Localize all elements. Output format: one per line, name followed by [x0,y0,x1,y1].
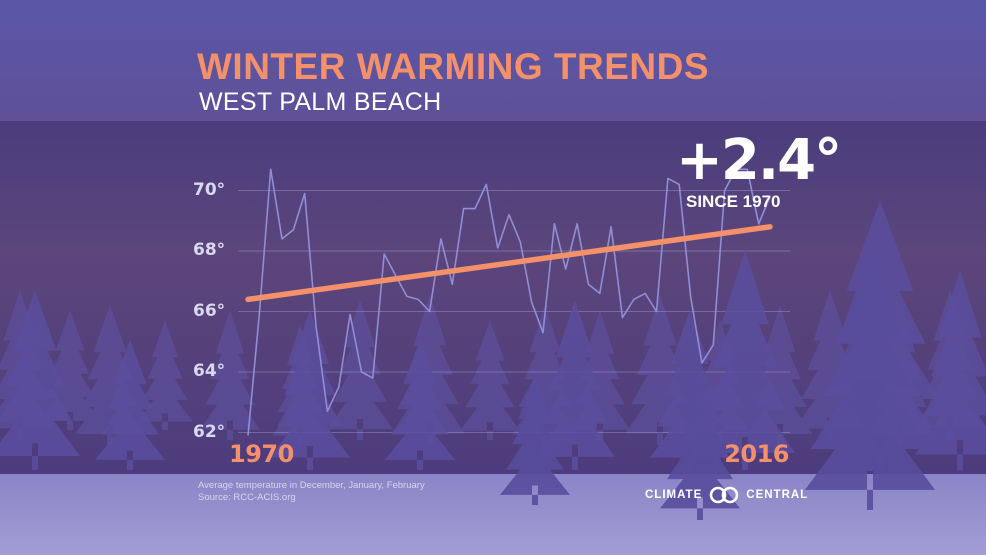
y-tick-label: 68° [193,240,226,260]
tree-silhouette [915,270,986,470]
tree-silhouette [650,310,730,470]
chart-subtitle: WEST PALM BEACH [199,88,442,116]
y-tick-label: 66° [193,300,226,321]
footnote-source: Source: RCC-ACIS.org [198,492,296,503]
tree-silhouette [690,320,750,440]
footnote-description: Average temperature in December, January… [198,480,425,491]
x-tick-label: 2016 [724,440,789,468]
tree-silhouette [327,300,393,440]
tree-silhouette [500,375,570,505]
tree-silhouette [625,295,695,445]
tree-silhouette [660,370,740,520]
trend-line [245,224,773,303]
tree-silhouette [0,290,80,470]
chart-marks [245,168,773,436]
x-tick-label: 1970 [229,440,294,468]
tree-silhouette [460,320,520,440]
infinity-rings-icon [709,486,739,504]
tree-silhouette [795,290,865,440]
tree-silhouette [570,310,630,440]
chart-title: WINTER WARMING TRENDS [197,46,710,87]
tree-silhouette [200,310,260,440]
temperature-series-line [247,168,771,436]
warming-callout-label: SINCE 1970 [686,192,781,211]
tree-silhouette [137,320,193,430]
forest-foreground [500,250,935,520]
y-tick-label: 64° [193,361,226,381]
tree-silhouette [270,310,350,470]
y-tick-label: 70° [193,179,226,200]
tree-silhouette [40,310,100,430]
tree-silhouette [695,250,795,470]
logo-text-left: CLIMATE [645,489,703,501]
logo-text-right: CENTRAL [746,489,809,501]
tree-silhouette [385,340,455,470]
tree-silhouette [95,340,165,470]
climate-central-logo: CLIMATE CENTRAL [645,486,808,504]
warming-callout-value: +2.4° [676,128,842,193]
tree-silhouette [535,300,615,470]
y-tick-label: 62° [193,421,226,442]
tree-silhouette [805,250,935,510]
tree-silhouette [747,305,813,445]
tree-silhouette [512,305,578,445]
tree-silhouette [75,305,145,445]
